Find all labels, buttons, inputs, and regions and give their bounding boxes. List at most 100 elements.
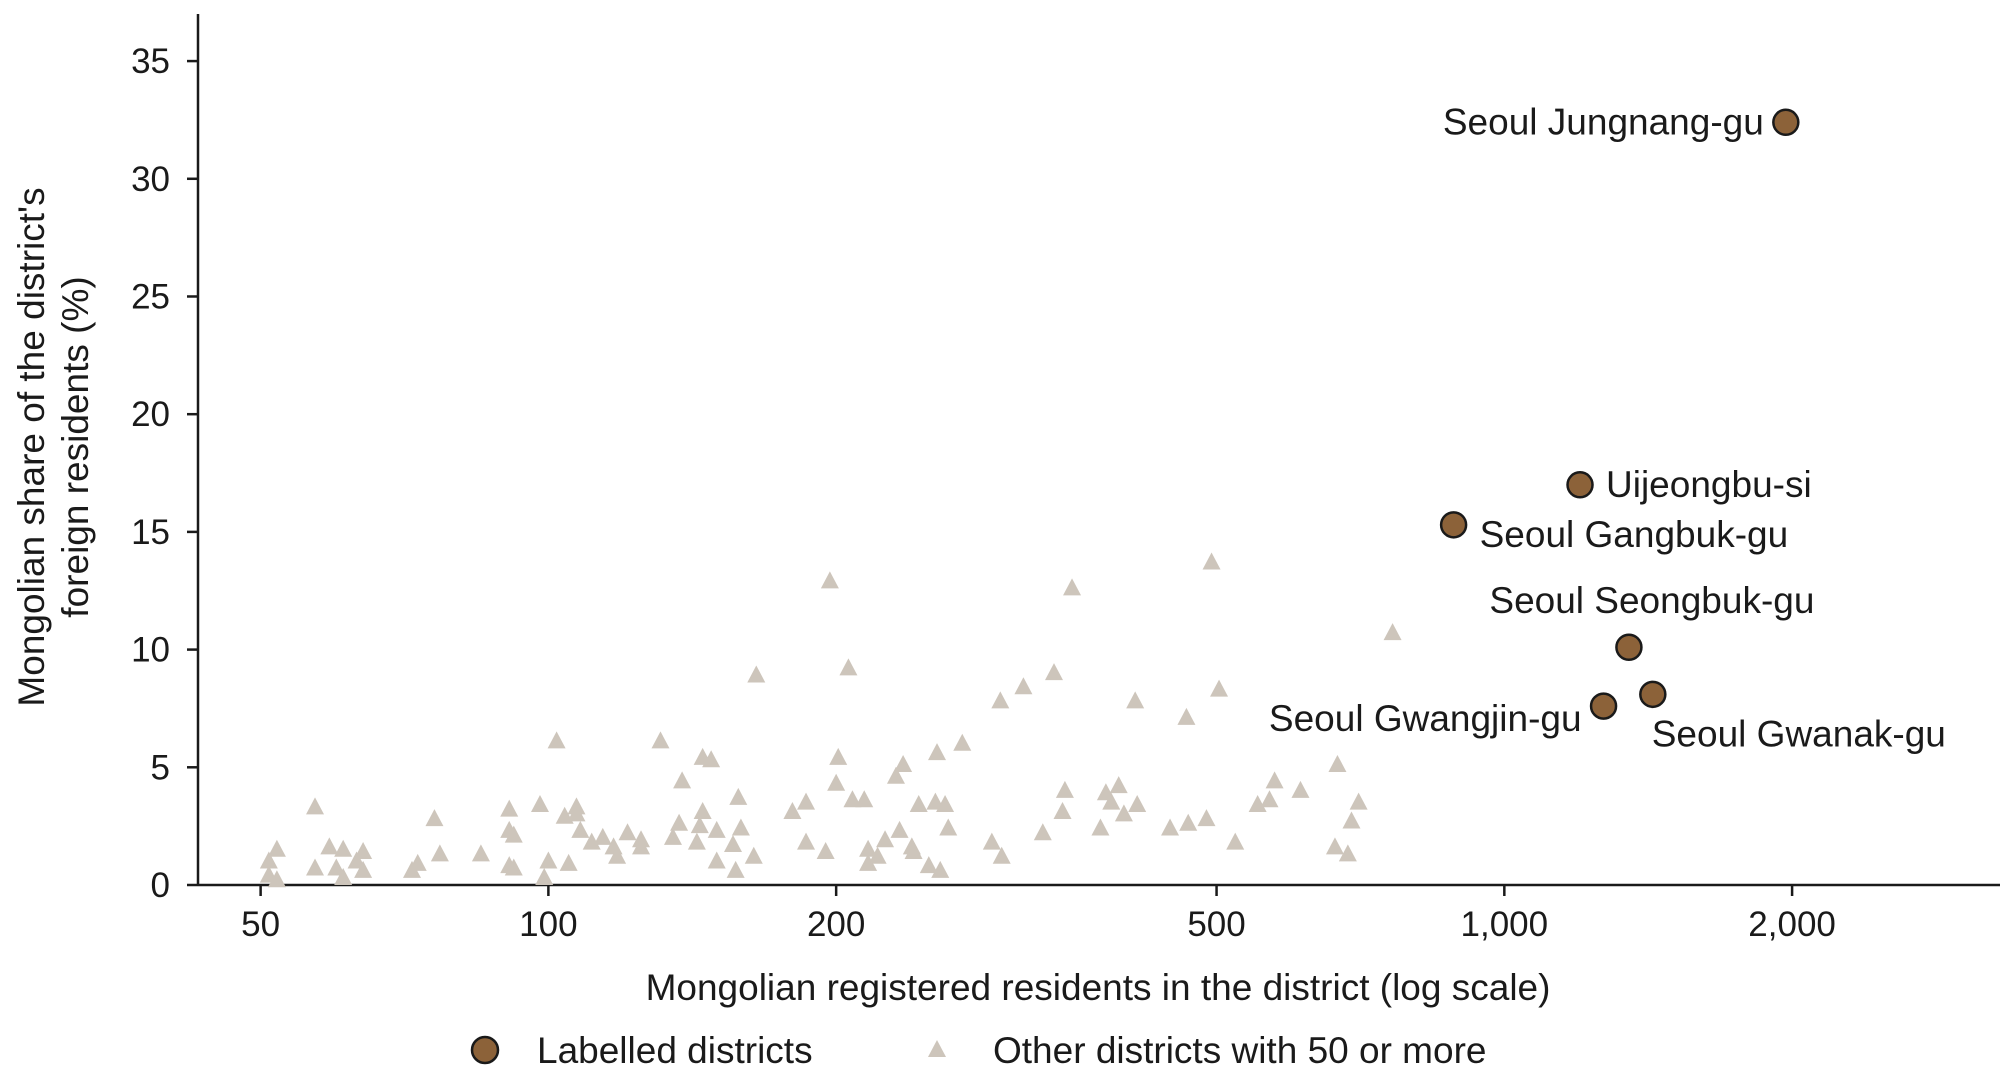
y-tick-label: 0 — [151, 866, 170, 905]
other-district-point — [547, 731, 566, 749]
other-district-point — [859, 853, 878, 871]
point-labels: Seoul Jungnang-gu Uijeongbu-si Seoul Gangb… — [1269, 101, 1946, 754]
other-district-point — [267, 870, 286, 888]
other-district-point — [904, 842, 923, 860]
other-district-point — [354, 842, 373, 860]
other-district-point — [894, 754, 913, 772]
other-district-point — [530, 794, 549, 812]
other-district-point — [729, 787, 748, 805]
other-district-point — [931, 860, 950, 878]
y-tick-label: 15 — [131, 513, 170, 552]
other-district-point — [354, 860, 373, 878]
other-district-point — [876, 830, 895, 848]
other-district-point — [1179, 813, 1198, 831]
y-tick-label: 20 — [131, 395, 170, 434]
other-district-point — [928, 743, 947, 761]
other-district-point — [1033, 823, 1052, 841]
other-district-point — [1063, 578, 1082, 596]
other-district-point — [632, 837, 651, 855]
other-district-point — [726, 860, 745, 878]
other-district-point — [919, 856, 938, 874]
legend-other-label: Other districts with 50 or more — [993, 1030, 1486, 1071]
other-district-point — [859, 839, 878, 857]
y-tick-label: 25 — [131, 277, 170, 316]
other-district-point — [1197, 809, 1216, 827]
x-ticks: 50 100 200 500 1,000 2,000 — [241, 885, 1836, 944]
other-district-point — [571, 820, 590, 838]
other-district-point — [1383, 623, 1402, 641]
y-tick-label: 30 — [131, 160, 170, 199]
other-district-point — [582, 832, 601, 850]
other-district-point — [1325, 837, 1344, 855]
x-tick-label: 200 — [807, 905, 865, 944]
other-district-point — [504, 825, 523, 843]
other-district-point — [687, 832, 706, 850]
other-district-point — [1014, 677, 1033, 695]
other-district-point — [320, 837, 339, 855]
other-district-point — [1265, 771, 1284, 789]
other-district-point — [347, 851, 366, 869]
other-district-point — [1114, 804, 1133, 822]
y-tick-label: 5 — [151, 748, 170, 787]
y-axis-title-line-2: foreign residents (%) — [55, 276, 96, 617]
other-district-point — [670, 813, 689, 831]
other-district-point — [334, 867, 353, 885]
other-district-point — [408, 853, 427, 871]
other-districts-series — [259, 552, 1402, 888]
other-district-point — [1053, 802, 1072, 820]
other-district-point — [1226, 832, 1245, 850]
other-district-point — [651, 731, 670, 749]
legend: Labelled districts Other districts with … — [470, 1030, 1486, 1071]
other-district-point — [702, 750, 721, 768]
other-district-point — [567, 804, 586, 822]
other-district-point — [936, 794, 955, 812]
x-tick-label: 50 — [241, 905, 280, 944]
legend-labelled-marker — [470, 1035, 500, 1065]
other-district-point — [829, 747, 848, 765]
other-district-point — [559, 853, 578, 871]
other-district-point — [1161, 818, 1180, 836]
legend-labelled-label: Labelled districts — [537, 1030, 813, 1071]
other-district-point — [820, 571, 839, 589]
other-district-point — [535, 867, 554, 885]
other-district-point — [608, 846, 627, 864]
other-district-point — [259, 851, 278, 869]
other-district-point — [1102, 792, 1121, 810]
other-district-point — [953, 733, 972, 751]
other-district-point — [267, 839, 286, 857]
other-district-point — [707, 820, 726, 838]
x-tick-label: 1,000 — [1461, 905, 1549, 944]
y-axis-title: Mongolian share of the district's foreig… — [11, 187, 96, 706]
other-district-point — [690, 816, 709, 834]
x-tick-label: 500 — [1187, 905, 1245, 944]
other-district-point — [855, 790, 874, 808]
other-district-point — [500, 799, 519, 817]
labelled-district-point — [1439, 511, 1468, 539]
other-district-point — [1128, 794, 1147, 812]
labelled-districts-series — [1439, 108, 1800, 720]
other-district-point — [939, 818, 958, 836]
other-district-point — [886, 766, 905, 784]
other-district-point — [663, 827, 682, 845]
y-axis-title-line-1: Mongolian share of the district's — [11, 187, 52, 706]
other-district-point — [783, 802, 802, 820]
other-district-point — [991, 691, 1010, 709]
labelled-district-point — [1639, 680, 1667, 709]
other-district-point — [992, 846, 1011, 864]
other-district-point — [744, 846, 763, 864]
point-label: Seoul Jungnang-gu — [1443, 101, 1764, 142]
other-district-point — [1109, 776, 1128, 794]
point-label: Seoul Seongbuk-gu — [1489, 580, 1814, 621]
other-district-point — [724, 834, 743, 852]
other-district-point — [1177, 707, 1196, 725]
other-district-point — [1248, 794, 1267, 812]
point-label: Uijeongbu-si — [1606, 464, 1812, 505]
other-district-point — [797, 792, 816, 810]
other-district-point — [306, 858, 325, 876]
point-label: Seoul Gwanak-gu — [1652, 713, 1946, 754]
other-district-point — [1328, 754, 1347, 772]
other-district-point — [327, 858, 346, 876]
labelled-district-point — [1566, 471, 1594, 499]
other-district-point — [816, 842, 835, 860]
labelled-district-point — [1589, 692, 1618, 720]
